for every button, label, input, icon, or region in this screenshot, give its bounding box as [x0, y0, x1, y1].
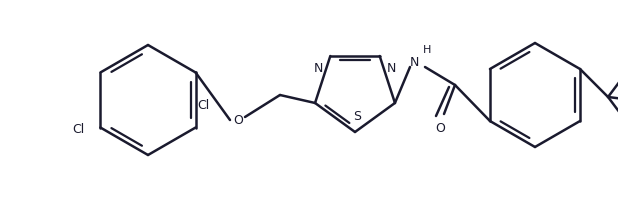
Text: N: N — [313, 62, 323, 74]
Text: Cl: Cl — [72, 123, 85, 136]
Text: Cl: Cl — [198, 99, 210, 112]
Text: O: O — [435, 121, 445, 135]
Text: S: S — [353, 110, 361, 124]
Text: N: N — [409, 56, 418, 68]
Text: N: N — [387, 62, 396, 74]
Text: H: H — [423, 45, 431, 55]
Text: O: O — [233, 114, 243, 126]
